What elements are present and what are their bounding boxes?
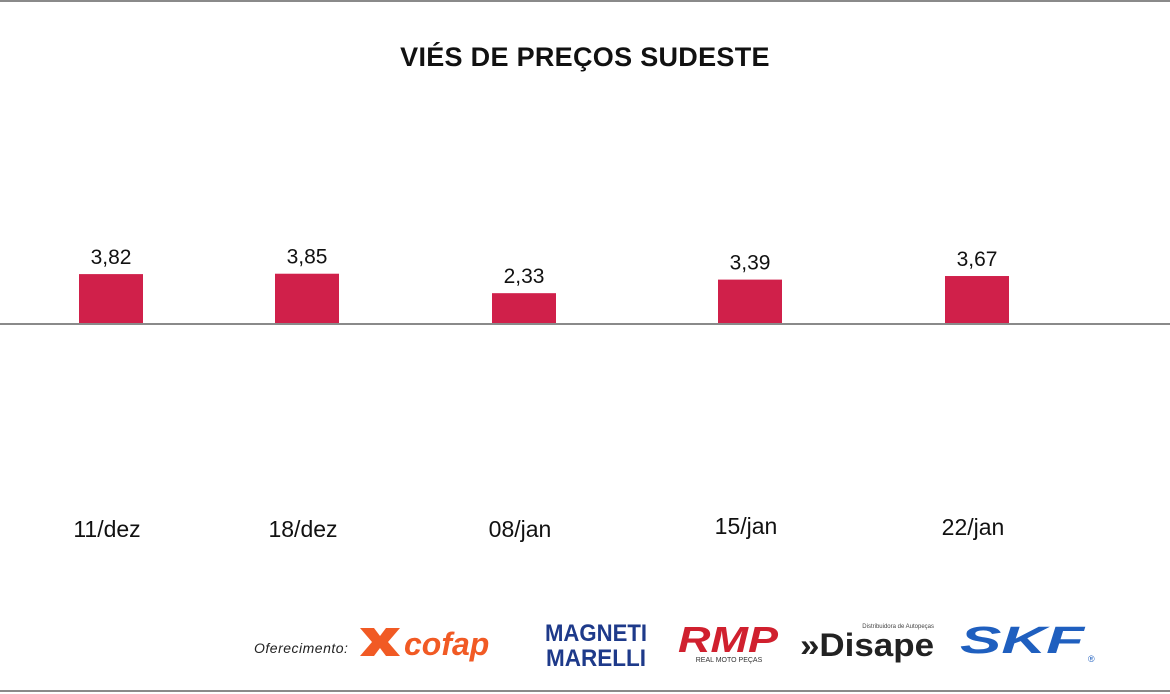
bar-18/dez bbox=[275, 273, 339, 323]
bar-chart: 3,82 11/dez 3,85 18/dez 2,33 08/jan 3,39 15/jan… bbox=[0, 246, 1170, 542]
rmp-logo-text: RMP bbox=[678, 620, 779, 660]
bar-08/jan bbox=[492, 293, 556, 323]
cofap-logo-text: cofap bbox=[404, 626, 489, 662]
skf-registered-mark: ® bbox=[1088, 654, 1095, 664]
data-label: 3,85 bbox=[287, 246, 328, 269]
bar-15/jan bbox=[718, 279, 782, 323]
magneti-logo-line1: MAGNETI bbox=[545, 620, 647, 647]
sponsor-label: Oferecimento: bbox=[254, 640, 349, 656]
magneti-marelli-logo: MAGNETI MARELLI bbox=[545, 620, 647, 670]
bar-22/jan bbox=[945, 276, 1009, 323]
marelli-logo-line2: MARELLI bbox=[546, 645, 646, 670]
disape-logo-text: »Disape bbox=[800, 627, 934, 663]
x-tick-label: 11/dez bbox=[73, 516, 140, 542]
cofap-logo: cofap bbox=[360, 626, 489, 662]
data-label: 2,33 bbox=[504, 265, 545, 288]
skf-logo: SKF ® bbox=[960, 620, 1095, 664]
x-tick-label: 22/jan bbox=[942, 514, 1005, 540]
data-label: 3,82 bbox=[91, 246, 132, 269]
rmp-logo-subtitle: REAL MOTO PEÇAS bbox=[696, 657, 763, 664]
chart-title: VIÉS DE PREÇOS SUDESTE bbox=[400, 42, 770, 72]
top-rule bbox=[0, 0, 1170, 2]
x-tick-label: 18/dez bbox=[268, 516, 337, 542]
bottom-rule bbox=[0, 690, 1170, 692]
rmp-logo: RMP REAL MOTO PEÇAS bbox=[678, 620, 779, 664]
x-tick-label: 15/jan bbox=[715, 513, 778, 539]
bar-11/dez bbox=[79, 274, 143, 323]
data-label: 3,67 bbox=[957, 248, 998, 271]
disape-logo: Distribuidora de Autopeças »Disape bbox=[800, 624, 934, 663]
skf-logo-text: SKF bbox=[960, 620, 1087, 662]
disape-logo-subtitle: Distribuidora de Autopeças bbox=[862, 624, 934, 630]
data-label: 3,39 bbox=[730, 252, 771, 275]
sponsor-row: Oferecimento: cofap MAGNETI MARELLI RMP … bbox=[0, 610, 1170, 670]
x-tick-label: 08/jan bbox=[489, 516, 552, 542]
